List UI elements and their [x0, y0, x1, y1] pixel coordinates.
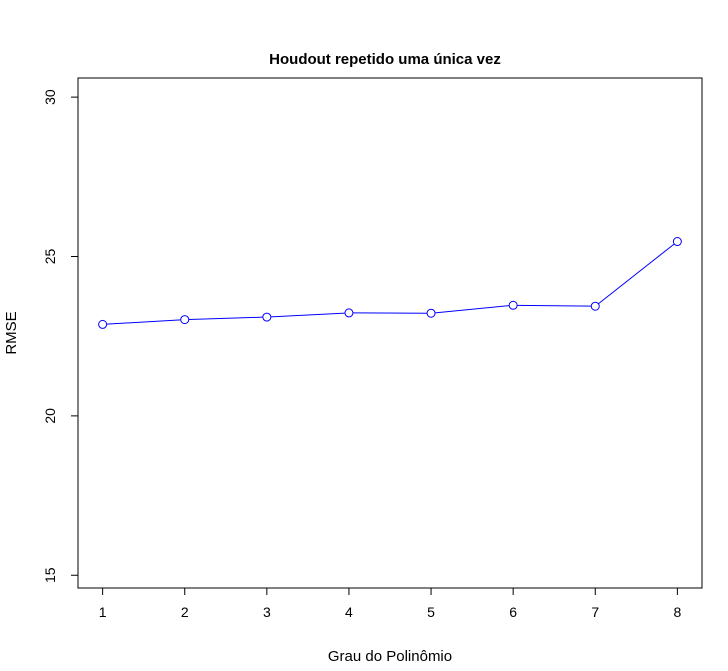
y-axis: 15 20 25 30 [42, 89, 79, 583]
x-tick-label: 4 [345, 604, 353, 620]
y-tick-label: 30 [42, 89, 58, 105]
plot-frame [77, 77, 703, 589]
x-tick-label: 8 [673, 604, 681, 620]
data-point [426, 308, 436, 318]
y-axis-label: RMSE [3, 311, 20, 354]
y-tick-label: 15 [42, 567, 58, 583]
x-tick-label: 6 [509, 604, 517, 620]
series-line-segment [188, 316, 263, 320]
series-line-segment [270, 312, 345, 318]
series-line-segment [434, 305, 510, 314]
data-point [672, 237, 682, 247]
x-tick-label: 3 [263, 604, 271, 620]
data-point [98, 319, 108, 329]
x-tick-label: 2 [181, 604, 189, 620]
x-tick-label: 1 [99, 604, 107, 620]
x-tick-label: 7 [591, 604, 599, 620]
data-point [262, 312, 272, 322]
chart-title: Houdout repetido uma única vez [269, 51, 501, 68]
x-tick-label: 5 [427, 604, 435, 620]
data-point [344, 308, 354, 318]
x-axis-label: Grau do Polinômio [328, 648, 452, 665]
data-point [508, 300, 518, 310]
y-tick-label: 25 [42, 249, 58, 265]
series-group [98, 237, 682, 329]
series-line-segment [517, 304, 592, 307]
y-tick-label: 20 [42, 408, 58, 424]
x-axis: 1 2 3 4 5 6 7 8 [99, 587, 681, 620]
data-point [590, 301, 600, 311]
data-point [180, 315, 190, 325]
series-line-segment [106, 319, 181, 325]
series-line-segment [598, 243, 675, 305]
